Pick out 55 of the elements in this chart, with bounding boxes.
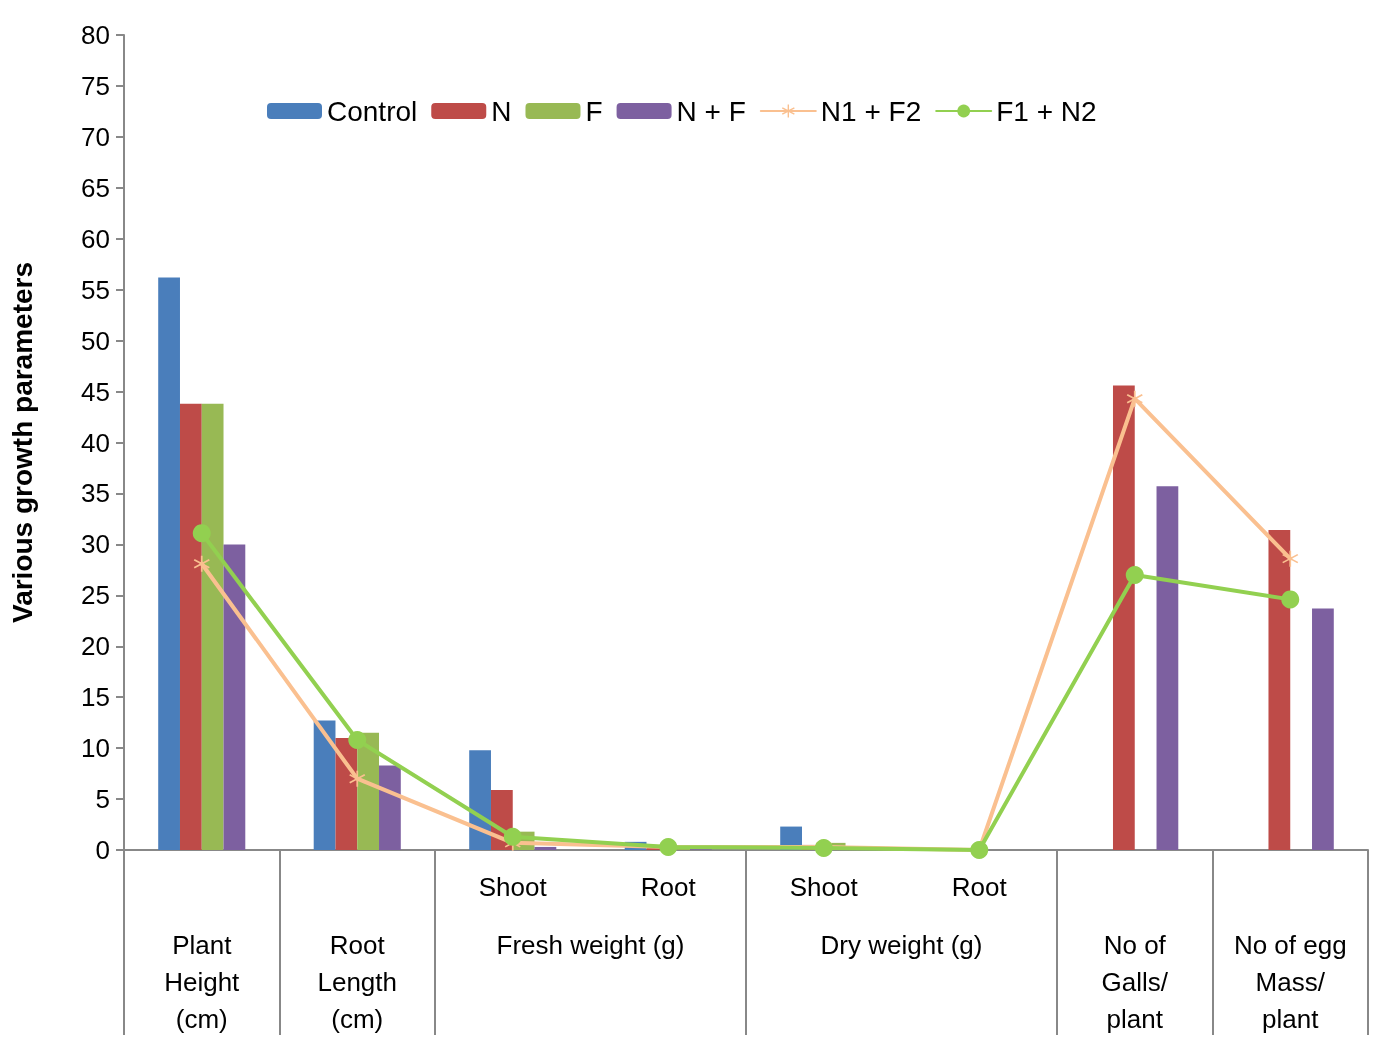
y-tick-label: 20 [81,631,110,662]
y-tick-label: 65 [81,172,110,203]
y-tick-label: 80 [81,20,110,50]
y-tick-label: 5 [95,784,110,815]
y-tick-label: 55 [81,274,110,305]
bar [1312,608,1334,850]
point [349,770,366,787]
y-tick-label: 60 [81,223,110,254]
bar [469,750,491,850]
point [1125,565,1144,584]
point [1282,550,1299,567]
legend-label: N1 + F2 [820,95,922,127]
y-tick-label: 50 [81,325,110,356]
y-tick-label: 0 [95,835,110,865]
text: Dry weight (g) [820,930,983,960]
y-tick-label: 10 [81,733,110,764]
bar [201,403,224,850]
point [348,730,367,749]
x-tick-label: Root [951,871,1008,902]
legend-label: N + F [676,95,746,127]
point [1126,390,1143,407]
point [193,555,210,572]
y-axis-title: Various growth parameters [6,261,38,624]
bar [534,846,557,850]
legend-label: N [491,95,512,127]
legend-label: F1 + N2 [996,95,1097,127]
bar [179,403,202,850]
x-tick-label: Plant Height (cm) [164,929,241,1034]
bar [1112,385,1135,850]
x-tick-label: Root [640,871,697,902]
y-tick-label: 75 [81,70,110,101]
point [192,524,211,543]
bar [223,544,246,850]
y-tick-label: 30 [81,529,110,560]
y-tick-label: 35 [81,478,110,509]
y-tick-label: 40 [81,427,110,458]
legend-label: F [585,95,603,127]
x-tick-label: No of egg Mass/ plant [1233,929,1347,1034]
x-tick-label: Shoot [478,871,548,902]
bar [1156,486,1179,850]
y-tick-label: 25 [81,580,110,611]
y-tick-label: 70 [81,121,110,152]
point [1281,590,1300,609]
bar [158,277,180,850]
bar [379,765,401,850]
x-tick-label: Root Length (cm) [317,929,398,1034]
y-tick-label: 15 [81,682,110,713]
y-tick-label: 45 [81,376,110,407]
point [503,827,522,846]
x-tick-label: Shoot [789,871,859,902]
bar [313,720,336,850]
text: Fresh weight (g) [496,930,685,960]
legend-label: Control [327,95,418,127]
bar [1268,530,1291,850]
x-tick-label: No of Galls/ plant [1101,929,1169,1034]
